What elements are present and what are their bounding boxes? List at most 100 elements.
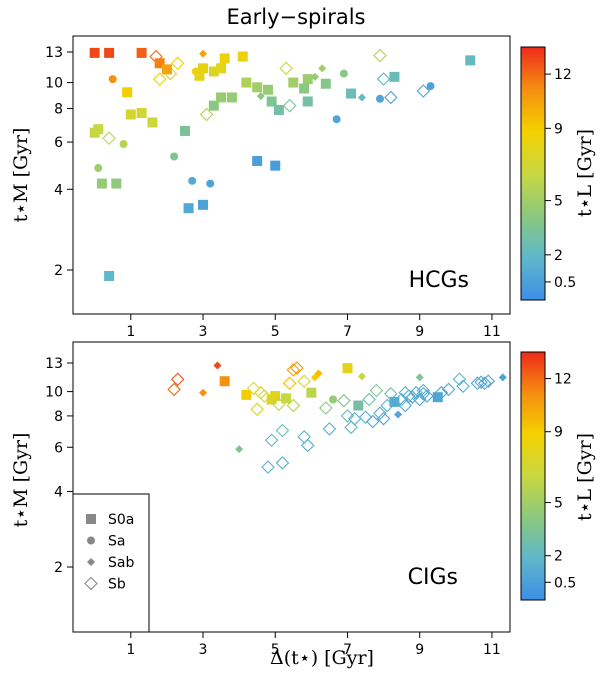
legend-label: Sab (108, 555, 134, 571)
data-point (198, 63, 209, 74)
data-point (154, 58, 165, 69)
y-tick-label: 2 (54, 560, 63, 576)
legend-box (72, 493, 150, 633)
data-point (306, 387, 317, 398)
data-point (282, 376, 297, 390)
data-point (246, 381, 261, 396)
data-point (302, 96, 313, 107)
legend-marker (84, 576, 98, 591)
legend-label: S0a (108, 512, 134, 528)
data-point (299, 83, 310, 94)
data-point (339, 69, 348, 78)
data-point (216, 92, 227, 103)
colorbar-tick-label: 0.5 (554, 575, 576, 591)
data-point (170, 152, 179, 161)
data-point (102, 131, 116, 146)
y-tick-label: 13 (45, 356, 63, 372)
data-point (416, 387, 431, 401)
data-point (281, 393, 292, 404)
data-point (297, 430, 311, 444)
data-point (300, 438, 315, 453)
data-point (152, 72, 167, 86)
data-point (279, 61, 293, 76)
x-tick-label: 11 (483, 324, 501, 340)
data-point (332, 115, 341, 124)
data-point (252, 155, 263, 166)
data-point (208, 100, 219, 111)
data-point (357, 93, 366, 102)
data-point (420, 389, 434, 403)
y-tick-label: 6 (54, 440, 63, 456)
colorbar-tick-label: 9 (554, 425, 563, 441)
data-point (252, 82, 263, 93)
data-point (394, 392, 409, 407)
data-point (194, 70, 205, 81)
data-point (261, 460, 275, 474)
colorbar-tick-label: 2 (554, 549, 563, 565)
data-point (358, 410, 373, 425)
data-point (275, 423, 290, 438)
data-point (198, 199, 209, 210)
data-point (104, 47, 115, 58)
y-axis-title: t⋆M [Gyr] (10, 433, 32, 528)
data-point (302, 74, 313, 85)
data-point (320, 78, 331, 89)
data-point (398, 398, 413, 413)
data-point (357, 372, 366, 381)
x-tick-label: 3 (199, 642, 208, 658)
data-point (199, 49, 208, 58)
legend-entries: S0a Sa Sab Sb (84, 512, 134, 593)
data-point (375, 94, 384, 103)
data-point (432, 392, 443, 403)
colorbar-tick-label: 0.5 (554, 275, 576, 291)
y-tick-label: 6 (54, 135, 63, 151)
data-point (297, 374, 311, 388)
y-tick-label: 13 (45, 45, 63, 61)
colorbar-title: t⋆L [Gyr] (574, 129, 596, 217)
data-point (347, 411, 362, 426)
data-point (346, 88, 357, 99)
data-point (384, 90, 398, 105)
data-point (216, 63, 227, 74)
x-tick-label: 7 (343, 324, 352, 340)
data-point (353, 400, 364, 411)
y-tick-label: 8 (54, 409, 63, 425)
data-point (369, 383, 384, 398)
data-point (412, 392, 427, 407)
colorbar-tick-label: 12 (554, 372, 572, 388)
legend-marker (86, 514, 96, 524)
data-point (266, 96, 277, 107)
data-point (314, 369, 323, 378)
data-point (136, 107, 147, 118)
data-point (179, 125, 190, 136)
data-point (208, 66, 219, 77)
colorbar (520, 46, 546, 301)
data-point (481, 374, 496, 388)
x-tick-label: 1 (126, 324, 135, 340)
colorbar-tick-label: 9 (554, 121, 563, 137)
data-point (288, 77, 299, 88)
legend-marker (87, 558, 95, 566)
data-point (237, 51, 248, 62)
data-point (286, 398, 301, 413)
data-point (282, 98, 297, 113)
data-point (136, 47, 147, 58)
data-point (170, 372, 185, 387)
x-tick-label: 1 (126, 642, 135, 658)
x-tick-label: 7 (343, 642, 352, 658)
data-point (206, 179, 215, 188)
data-point (167, 382, 181, 397)
legend-label: Sb (108, 577, 126, 593)
data-point (416, 84, 431, 98)
data-point (416, 383, 431, 398)
data-point (256, 92, 265, 101)
data-point (275, 456, 290, 470)
x-axis-title: Δ(t⋆) [Gyr] (270, 647, 374, 669)
y-tick-label: 10 (45, 76, 63, 92)
data-point (456, 379, 470, 394)
legend: S0a Sa Sab Sb (72, 493, 150, 633)
data-point (188, 176, 197, 185)
